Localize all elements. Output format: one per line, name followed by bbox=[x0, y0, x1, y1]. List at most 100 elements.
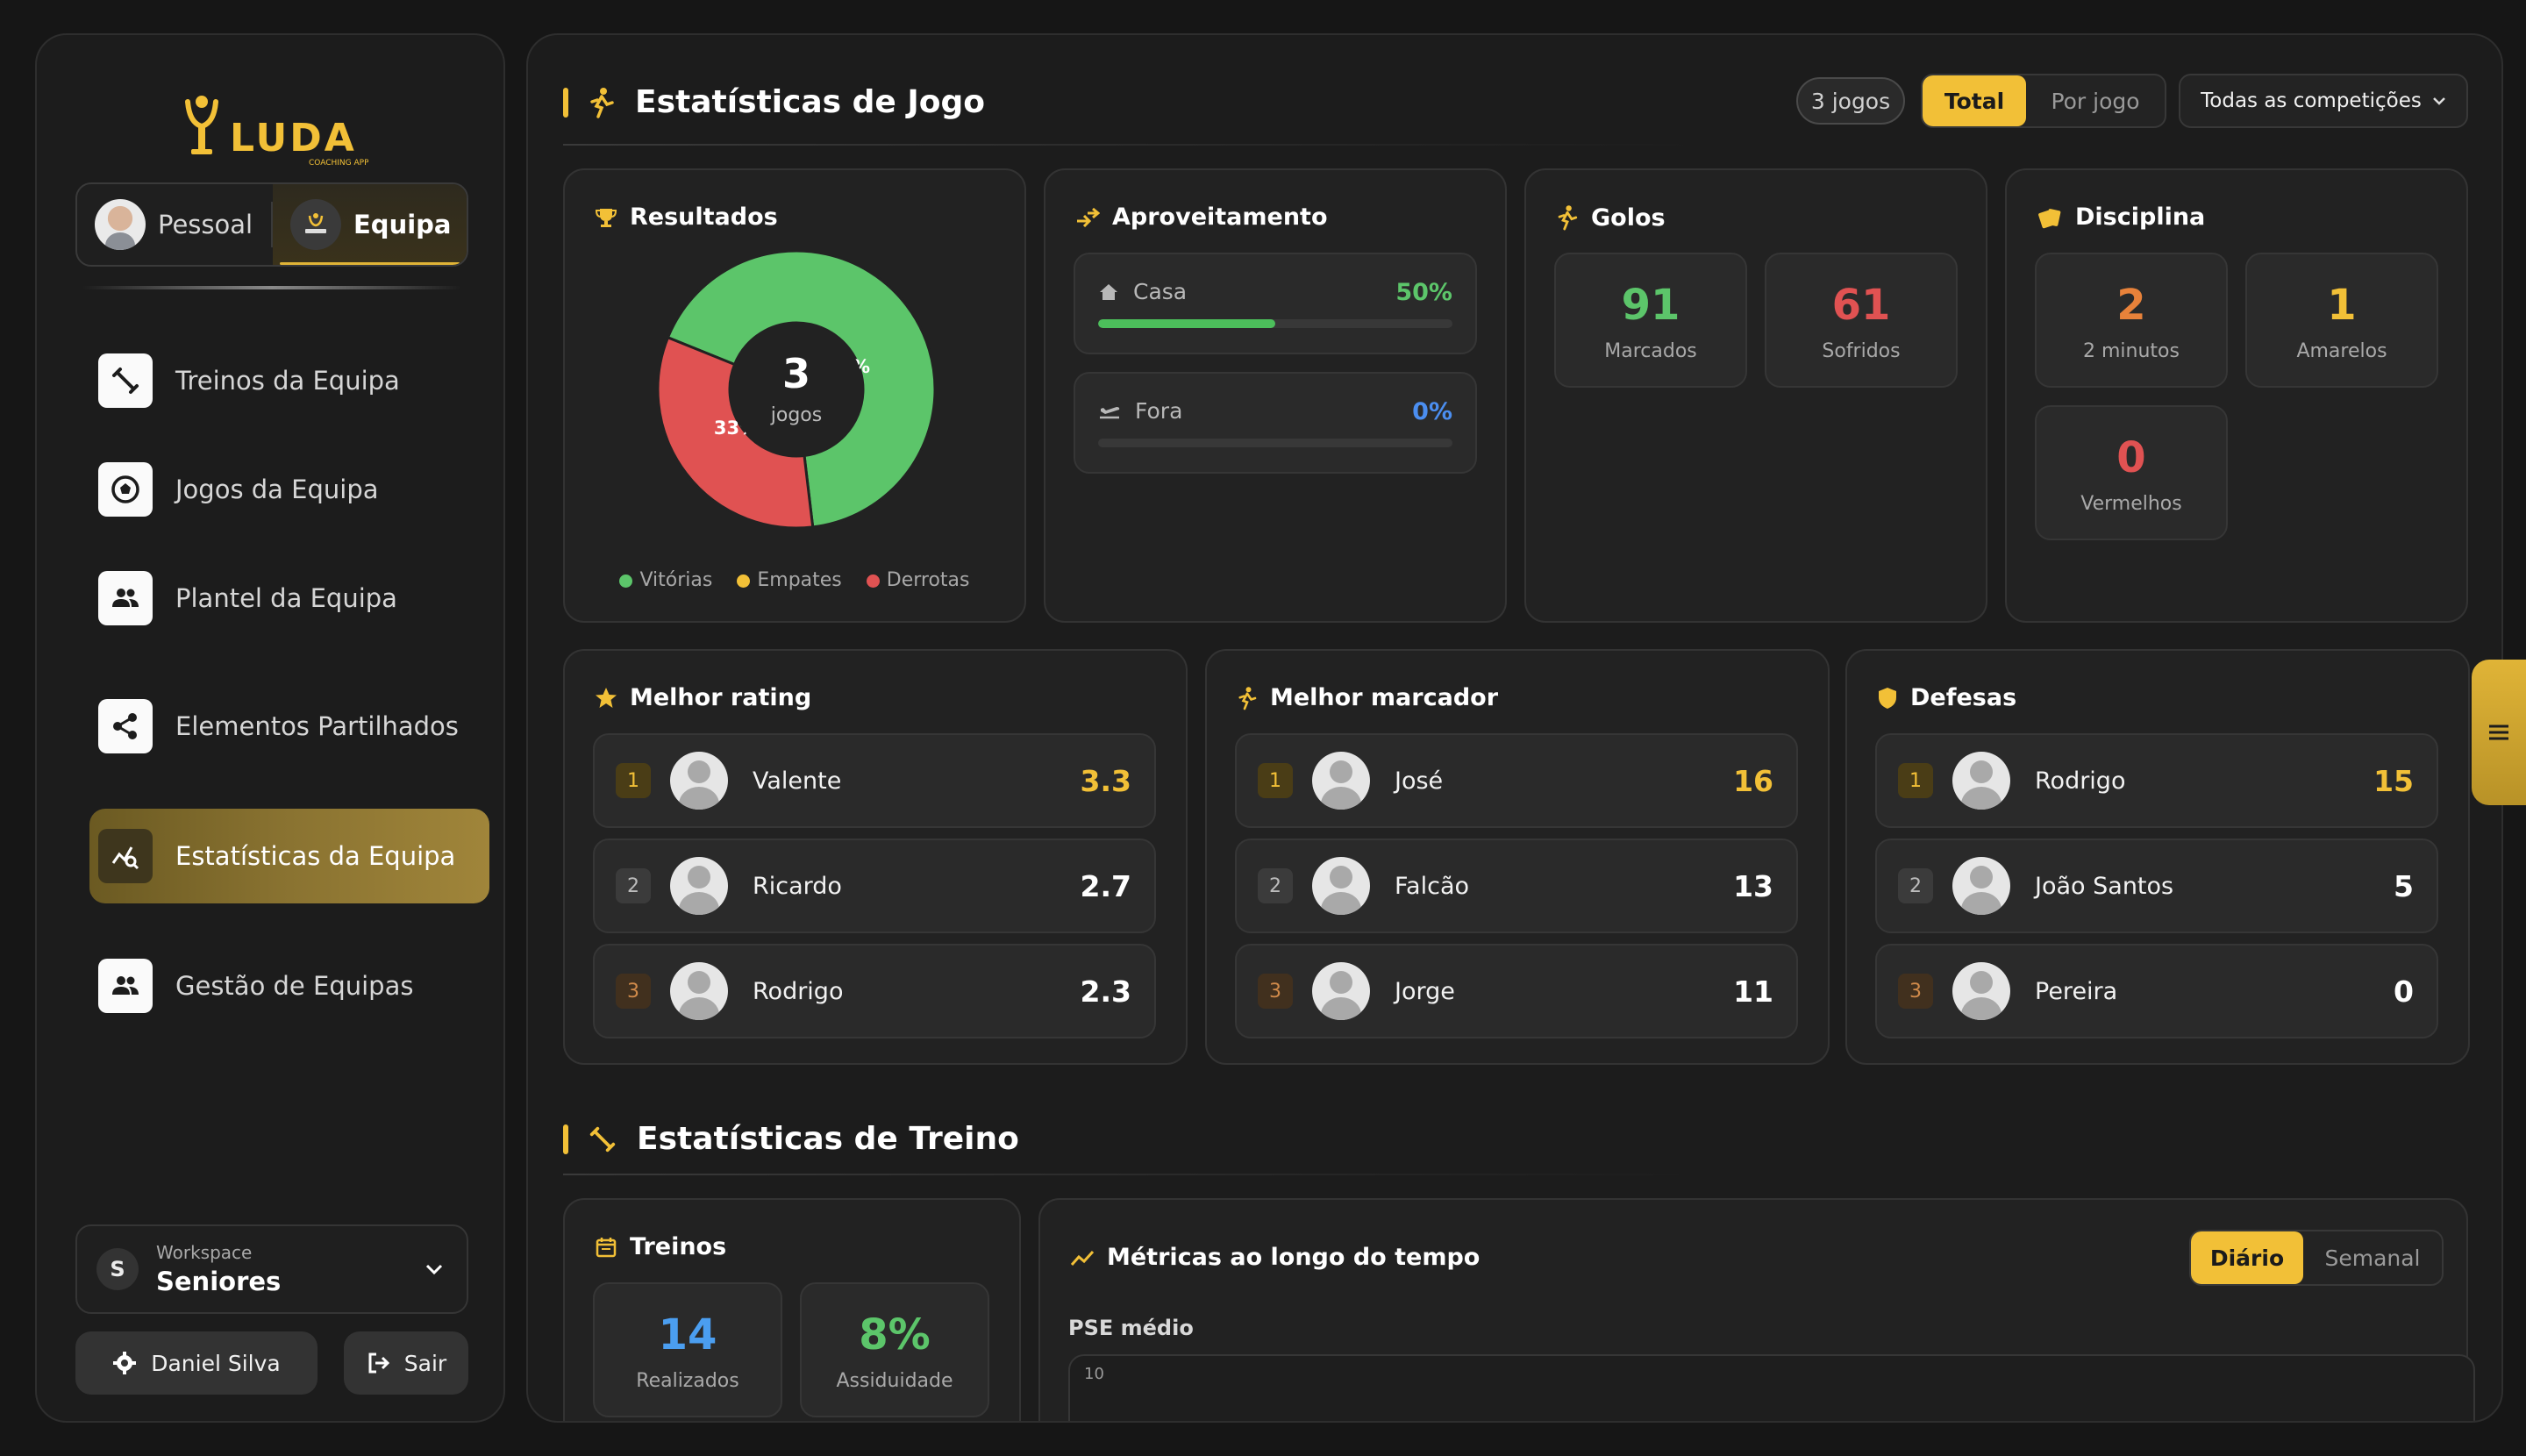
attendance-label: Assiduidade bbox=[836, 1370, 953, 1392]
player-avatar bbox=[1312, 752, 1370, 810]
goals-header: Golos bbox=[1556, 203, 1666, 232]
side-drawer-toggle[interactable] bbox=[2472, 660, 2526, 805]
swap-arrows-icon bbox=[1077, 207, 1100, 227]
logout-button[interactable]: Sair bbox=[344, 1331, 468, 1395]
scorer-row[interactable]: 2 Falcão 13 bbox=[1235, 839, 1798, 933]
legend-label: Derrotas bbox=[886, 569, 970, 591]
legend-wins: Vitórias bbox=[619, 569, 712, 591]
nav-team-trainings[interactable]: Treinos da Equipa bbox=[89, 333, 489, 428]
home-rate-label-row: Casa bbox=[1098, 279, 1187, 304]
saves-row[interactable]: 2 João Santos 5 bbox=[1875, 839, 2438, 933]
daily-button[interactable]: Diário bbox=[2191, 1231, 2303, 1284]
nav-team-roster[interactable]: Plantel da Equipa bbox=[89, 551, 489, 646]
mode-per-game-button[interactable]: Por jogo bbox=[2051, 88, 2140, 114]
stats-icon bbox=[98, 829, 153, 883]
plane-icon bbox=[1100, 406, 1120, 418]
donut-hole bbox=[730, 323, 863, 456]
nav-team-stats[interactable]: Estatísticas da Equipa bbox=[89, 809, 489, 903]
main-panel: Estatísticas de Jogo 3 jogos Total Por j… bbox=[526, 33, 2503, 1423]
user-name: Daniel Silva bbox=[151, 1350, 281, 1376]
nav-team-management[interactable]: Gestão de Equipas bbox=[89, 939, 489, 1033]
top-scorer-card: Melhor marcador 1 José 16 2 Falcão 13 3 … bbox=[1205, 649, 1830, 1065]
rating-row[interactable]: 2 Ricardo 2.7 bbox=[593, 839, 1156, 933]
star-icon bbox=[596, 687, 617, 708]
rank-badge: 1 bbox=[1258, 763, 1293, 798]
yellow-cards-stat: 1 Amarelos bbox=[2245, 253, 2438, 388]
home-rate-fill bbox=[1098, 319, 1275, 328]
rating-row[interactable]: 3 Rodrigo 2.3 bbox=[593, 944, 1156, 1038]
discipline-card: Disciplina 2 2 minutos 1 Amarelos 0 Verm… bbox=[2005, 168, 2468, 623]
performance-card: Aproveitamento Casa 50% Fora 0% bbox=[1044, 168, 1507, 623]
saves-title: Defesas bbox=[1910, 684, 2017, 711]
goals-card: Golos 91 Marcados 61 Sofridos bbox=[1524, 168, 1987, 623]
saves-header: Defesas bbox=[1877, 684, 2016, 711]
runner-icon bbox=[1558, 205, 1578, 231]
trainings-header: Treinos bbox=[595, 1233, 726, 1260]
trainings-done-value: 14 bbox=[658, 1310, 717, 1360]
red-cards-value: 0 bbox=[2116, 433, 2146, 482]
workspace-selector[interactable]: S Workspace Seniores bbox=[75, 1224, 468, 1314]
switch-team-label: Equipa bbox=[353, 210, 452, 239]
player-name: Ricardo bbox=[753, 872, 842, 900]
section-underline bbox=[563, 1174, 1703, 1175]
scorer-row[interactable]: 3 Jorge 11 bbox=[1235, 944, 1798, 1038]
saves-row[interactable]: 3 Pereira 0 bbox=[1875, 944, 2438, 1038]
section-accent bbox=[563, 1124, 568, 1154]
legend-label: Vitórias bbox=[639, 569, 713, 591]
goals-conceded-stat: 61 Sofridos bbox=[1765, 253, 1958, 388]
player-name: Valente bbox=[753, 767, 842, 795]
share-icon bbox=[98, 699, 153, 753]
red-cards-stat: 0 Vermelhos bbox=[2035, 405, 2228, 540]
scorer-row[interactable]: 1 José 16 bbox=[1235, 733, 1798, 828]
rank-badge: 1 bbox=[616, 763, 651, 798]
calendar-icon bbox=[596, 1237, 617, 1257]
rating-row[interactable]: 1 Valente 3.3 bbox=[593, 733, 1156, 828]
team-logo-icon bbox=[290, 199, 341, 250]
player-name: Rodrigo bbox=[2035, 767, 2126, 795]
player-avatar bbox=[1312, 857, 1370, 915]
rank-badge: 1 bbox=[1898, 763, 1933, 798]
metrics-title: Métricas ao longo do tempo bbox=[1107, 1244, 1481, 1271]
competition-select[interactable]: Todas as competições bbox=[2179, 74, 2468, 128]
saves-card: Defesas 1 Rodrigo 15 2 João Santos 5 3 P… bbox=[1845, 649, 2470, 1065]
attendance-stat: 8% Assiduidade bbox=[800, 1282, 989, 1417]
nav-team-games[interactable]: Jogos da Equipa bbox=[89, 442, 489, 537]
home-rate: Casa 50% bbox=[1074, 253, 1477, 354]
best-rating-header: Melhor rating bbox=[595, 684, 811, 711]
discipline-title: Disciplina bbox=[2075, 203, 2206, 231]
best-rating-title: Melhor rating bbox=[630, 684, 812, 711]
player-value: 0 bbox=[2394, 974, 2414, 1009]
two-minutes-value: 2 bbox=[2116, 281, 2146, 330]
luda-logo[interactable]: LUDA COACHING APP bbox=[37, 88, 507, 184]
competition-value: Todas as competições bbox=[2201, 89, 2422, 112]
weekly-button[interactable]: Semanal bbox=[2324, 1245, 2421, 1271]
saves-row[interactable]: 1 Rodrigo 15 bbox=[1875, 733, 2438, 828]
user-settings-button[interactable]: Daniel Silva bbox=[75, 1331, 318, 1395]
metric-label: PSE médio bbox=[1068, 1316, 1194, 1340]
mode-total-button[interactable]: Total bbox=[1923, 75, 2026, 126]
section-accent bbox=[563, 87, 568, 118]
nav-label: Estatísticas da Equipa bbox=[175, 841, 456, 871]
metrics-period-toggle: Diário Semanal bbox=[2189, 1230, 2444, 1286]
away-rate-value: 0% bbox=[1412, 398, 1452, 425]
switch-personal-label: Pessoal bbox=[158, 210, 253, 239]
home-rate-value: 50% bbox=[1395, 279, 1452, 306]
aggregation-toggle: Total Por jogo bbox=[1921, 74, 2166, 128]
switch-team[interactable]: Equipa bbox=[273, 184, 467, 265]
goals-title: Golos bbox=[1591, 203, 1666, 232]
trainings-done-stat: 14 Realizados bbox=[593, 1282, 782, 1417]
player-value: 2.7 bbox=[1080, 868, 1131, 903]
y-axis-tick: 10 bbox=[1084, 1365, 1104, 1383]
top-scorer-header: Melhor marcador bbox=[1237, 684, 1498, 711]
trend-icon bbox=[1070, 1250, 1095, 1266]
nav-shared-elements[interactable]: Elementos Partilhados bbox=[89, 679, 489, 774]
attendance-value: 8% bbox=[859, 1310, 931, 1360]
runner-icon bbox=[1238, 686, 1257, 710]
player-name: João Santos bbox=[2035, 872, 2174, 900]
legend-losses: Derrotas bbox=[866, 569, 970, 591]
top-scorer-title: Melhor marcador bbox=[1270, 684, 1499, 711]
home-rate-track bbox=[1098, 319, 1452, 328]
trophy-icon bbox=[595, 208, 617, 227]
metrics-card: Métricas ao longo do tempo Diário Semana… bbox=[1038, 1198, 2475, 1421]
switch-personal[interactable]: Pessoal bbox=[77, 184, 271, 265]
